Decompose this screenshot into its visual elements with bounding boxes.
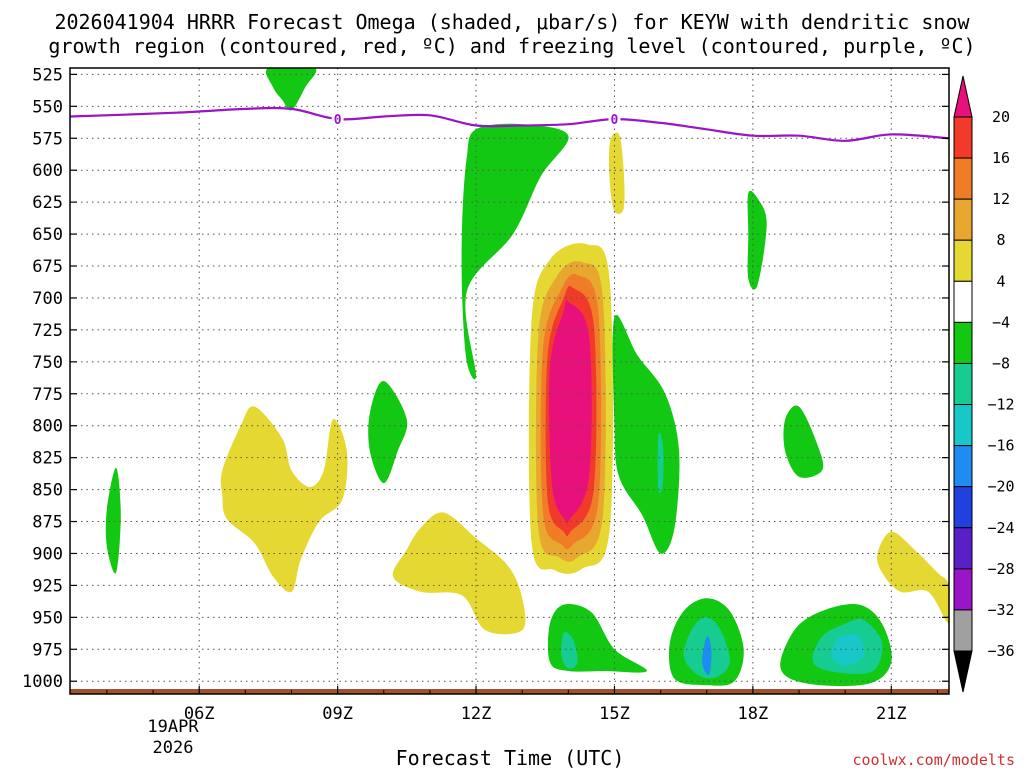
colorbar-bin (953, 404, 973, 447)
y-tick-label: 550 (32, 97, 63, 117)
omega-region-yellow-low-11z (392, 512, 526, 635)
x-tick-label: 15Z (599, 704, 630, 724)
omega-region-upper-green-lobe (265, 68, 317, 111)
freezing-level-label-bg (331, 112, 344, 127)
colorbar-level-label: −24 (987, 519, 1014, 537)
omega-region-green-blob-05z (105, 467, 121, 574)
grid-lines (70, 68, 949, 694)
x-tick-label: 12Z (461, 704, 492, 724)
colorbar-bin (953, 362, 973, 406)
colorbar-bin (953, 157, 973, 200)
colorbar-level-label: −36 (987, 642, 1014, 660)
y-tick-label: 1000 (22, 672, 63, 692)
credit-label: coolwx.com/modelts (852, 751, 1015, 768)
colorbar-level-label: −20 (987, 478, 1014, 496)
omega-region-tall-green-column (461, 123, 569, 380)
colorbar-top-arrow (953, 75, 973, 118)
colorbar-bin (953, 609, 973, 652)
freezing-level-label-bg (608, 112, 621, 127)
y-tick-label: 675 (32, 257, 63, 277)
colorbar-bin (953, 568, 973, 611)
colorbar-level-label: 16 (992, 149, 1010, 167)
colorbar-bin (953, 486, 973, 529)
omega-region-cyan-core-20z (831, 634, 865, 666)
omega-region-green-blob-19z (783, 405, 824, 478)
colorbar-level-label: −8 (992, 354, 1010, 372)
y-tick-label: 650 (32, 225, 63, 245)
plot-frame (69, 67, 950, 695)
y-tick-label: 625 (32, 193, 63, 213)
y-tick-label: 600 (32, 161, 63, 181)
y-tick-label: 800 (32, 417, 63, 437)
y-tick-label: 825 (32, 449, 63, 469)
colorbar-level-label: −28 (987, 560, 1014, 578)
freezing-level-label: 0 (334, 113, 342, 128)
y-tick-label: 575 (32, 129, 63, 149)
omega-region-yellow-blob-15z (608, 132, 625, 214)
date-label-year: 2026 (153, 738, 194, 758)
freezing-level-line (70, 106, 949, 142)
omega-region-strong-upward-motion-20 (549, 299, 592, 527)
omega-region-green-blob-18z (747, 190, 767, 290)
omega-region-yellow-east-21z (876, 531, 949, 624)
y-tick-label: 925 (32, 576, 63, 596)
y-tick-label: 775 (32, 385, 63, 405)
colorbar-level-label: −32 (987, 601, 1014, 619)
colorbar-level-label: 4 (996, 272, 1005, 290)
x-tick-label: 09Z (322, 704, 353, 724)
colorbar: 20 16 12 8 4 −4 −8 −12 −16 −20 −24 −28 −32 −36 (953, 75, 1015, 693)
y-tick-label: 700 (32, 289, 63, 309)
colorbar-level-label: −4 (992, 313, 1010, 331)
freezing-level-label: 0 (611, 113, 619, 128)
omega-region-green-blob-10z (368, 380, 408, 484)
x-tick-label: 18Z (738, 704, 769, 724)
colorbar-bottom-arrow (953, 650, 973, 693)
y-axis: 525 550 575 600 625 650 675 700 725 750 775 800 825 8… (22, 65, 949, 692)
colorbar-bin (953, 445, 973, 488)
omega-region-blue-core-17z (702, 636, 712, 676)
y-tick-label: 750 (32, 353, 63, 373)
date-label-day: 19APR (147, 717, 199, 737)
colorbar-level-label: −16 (987, 437, 1014, 455)
x-axis: 06Z 09Z 12Z 15Z 18Z 21Z (106, 686, 938, 724)
colorbar-bin (953, 527, 973, 570)
omega-region-teal-low-14z (561, 631, 578, 669)
colorbar-level-label: 12 (992, 190, 1010, 208)
colorbar-bin (953, 198, 973, 241)
y-tick-label: 950 (32, 608, 63, 628)
y-tick-label: 875 (32, 513, 63, 533)
y-tick-label: 975 (32, 640, 63, 660)
colorbar-level-label: 20 (992, 108, 1010, 126)
omega-region-green-sinking-after-15z (612, 314, 680, 554)
y-tick-label: 725 (32, 321, 63, 341)
colorbar-level-label: −12 (987, 396, 1014, 414)
colorbar-bin (953, 116, 973, 159)
chart-title-line2: growth region (contoured, red, ºC) and f… (48, 34, 975, 58)
y-tick-label: 850 (32, 481, 63, 501)
ground-band (70, 689, 949, 694)
omega-region-yellow-west (220, 406, 348, 593)
plot-area (70, 68, 949, 694)
y-tick-label: 525 (32, 65, 63, 85)
colorbar-bin (953, 321, 973, 364)
colorbar-level-label: 8 (996, 231, 1005, 249)
x-axis-title: Forecast Time (UTC) (396, 746, 625, 768)
x-tick-label: 21Z (876, 704, 907, 724)
colorbar-bin (953, 239, 973, 282)
x-tick-label: 06Z (184, 704, 215, 724)
chart-title-line1: 2026041904 HRRR Forecast Omega (shaded, … (54, 10, 970, 34)
y-tick-label: 900 (32, 544, 63, 564)
colorbar-bin (953, 280, 973, 323)
omega-region-teal-sliver-16z (657, 433, 664, 494)
